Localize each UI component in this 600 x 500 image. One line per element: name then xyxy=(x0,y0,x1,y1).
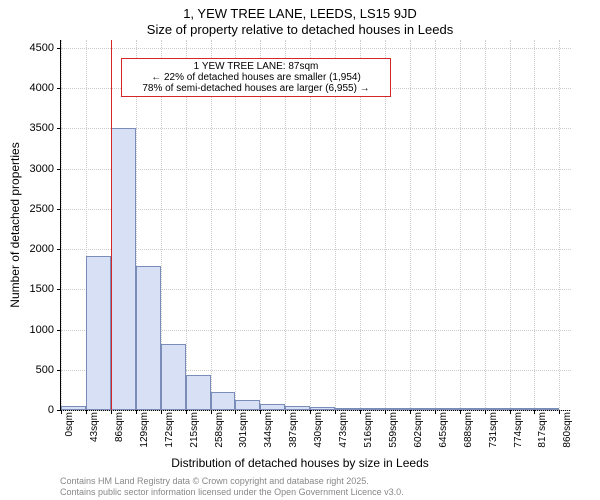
gridline-h xyxy=(61,249,571,250)
chart-container: 1, YEW TREE LANE, LEEDS, LS15 9JD Size o… xyxy=(0,0,600,500)
gridline-v xyxy=(559,40,560,410)
xtick-label: 473sqm xyxy=(338,412,349,448)
ytick-label: 4000 xyxy=(14,82,54,94)
xtick-mark xyxy=(460,410,461,414)
histogram-bar xyxy=(385,408,410,410)
xtick-mark xyxy=(285,410,286,414)
histogram-bar xyxy=(485,408,510,410)
xtick-label: 602sqm xyxy=(413,412,424,448)
xtick-label: 430sqm xyxy=(313,412,324,448)
gridline-v xyxy=(410,40,411,410)
footer-line2: Contains public sector information licen… xyxy=(60,487,404,497)
xtick-label: 860sqm xyxy=(562,412,573,448)
gridline-h xyxy=(61,169,571,170)
xtick-mark xyxy=(385,410,386,414)
gridline-v xyxy=(485,40,486,410)
chart-title-line1: 1, YEW TREE LANE, LEEDS, LS15 9JD xyxy=(0,6,600,21)
ytick-label: 500 xyxy=(14,364,54,376)
xtick-mark xyxy=(260,410,261,414)
xtick-mark xyxy=(235,410,236,414)
histogram-bar xyxy=(211,392,236,410)
gridline-v xyxy=(534,40,535,410)
ytick-label: 1000 xyxy=(14,324,54,336)
gridline-h xyxy=(61,209,571,210)
xtick-mark xyxy=(559,410,560,414)
histogram-bar xyxy=(136,266,161,410)
xtick-label: 0sqm xyxy=(64,412,75,436)
xtick-label: 774sqm xyxy=(513,412,524,448)
xtick-mark xyxy=(186,410,187,414)
gridline-v xyxy=(61,40,62,410)
gridline-h xyxy=(61,48,571,49)
xtick-mark xyxy=(136,410,137,414)
xtick-mark xyxy=(510,410,511,414)
histogram-bar xyxy=(460,408,485,410)
xtick-label: 43sqm xyxy=(89,412,100,442)
histogram-bar xyxy=(285,406,310,410)
histogram-bar xyxy=(310,407,335,410)
xtick-label: 387sqm xyxy=(288,412,299,448)
marker-line xyxy=(111,40,112,410)
gridline-v xyxy=(435,40,436,410)
xtick-mark xyxy=(335,410,336,414)
gridline-h xyxy=(61,128,571,129)
xtick-label: 172sqm xyxy=(164,412,175,448)
xtick-mark xyxy=(111,410,112,414)
histogram-bar xyxy=(534,408,559,410)
ytick-label: 0 xyxy=(14,404,54,416)
annotation-line2: ← 22% of detached houses are smaller (1,… xyxy=(128,72,384,83)
histogram-bar xyxy=(435,408,460,410)
annotation-line1: 1 YEW TREE LANE: 87sqm xyxy=(128,61,384,72)
gridline-h xyxy=(61,410,571,411)
xtick-label: 645sqm xyxy=(438,412,449,448)
footer-line1: Contains HM Land Registry data © Crown c… xyxy=(60,476,369,486)
xtick-label: 344sqm xyxy=(263,412,274,448)
xtick-label: 258sqm xyxy=(214,412,225,448)
xtick-label: 731sqm xyxy=(488,412,499,448)
histogram-bar xyxy=(61,406,86,410)
histogram-bar xyxy=(510,408,535,410)
histogram-bar xyxy=(335,408,360,410)
histogram-bar xyxy=(111,128,136,410)
xtick-mark xyxy=(86,410,87,414)
ytick-label: 1500 xyxy=(14,283,54,295)
ytick-label: 2500 xyxy=(14,203,54,215)
xtick-mark xyxy=(435,410,436,414)
annotation-box: 1 YEW TREE LANE: 87sqm← 22% of detached … xyxy=(121,58,391,97)
histogram-bar xyxy=(86,256,111,410)
histogram-bar xyxy=(235,400,260,410)
annotation-line3: 78% of semi-detached houses are larger (… xyxy=(128,83,384,94)
xtick-label: 688sqm xyxy=(463,412,474,448)
ytick-label: 3000 xyxy=(14,163,54,175)
xtick-mark xyxy=(534,410,535,414)
gridline-v xyxy=(460,40,461,410)
histogram-bar xyxy=(161,344,186,410)
xtick-mark xyxy=(211,410,212,414)
ytick-label: 2000 xyxy=(14,243,54,255)
xtick-label: 817sqm xyxy=(537,412,548,448)
xtick-mark xyxy=(161,410,162,414)
xtick-mark xyxy=(310,410,311,414)
xtick-label: 516sqm xyxy=(363,412,374,448)
xtick-label: 86sqm xyxy=(114,412,125,442)
ytick-label: 3500 xyxy=(14,122,54,134)
x-axis-label: Distribution of detached houses by size … xyxy=(0,456,600,470)
chart-title-line2: Size of property relative to detached ho… xyxy=(0,22,600,37)
gridline-v xyxy=(510,40,511,410)
histogram-bar xyxy=(410,408,435,410)
xtick-label: 129sqm xyxy=(139,412,150,448)
xtick-mark xyxy=(485,410,486,414)
xtick-mark xyxy=(61,410,62,414)
ytick-label: 4500 xyxy=(14,42,54,54)
xtick-mark xyxy=(360,410,361,414)
plot-area: 0sqm43sqm86sqm129sqm172sqm215sqm258sqm30… xyxy=(60,40,571,411)
xtick-mark xyxy=(410,410,411,414)
histogram-bar xyxy=(260,404,285,410)
xtick-label: 301sqm xyxy=(238,412,249,448)
xtick-label: 215sqm xyxy=(189,412,200,448)
histogram-bar xyxy=(360,408,385,410)
xtick-label: 559sqm xyxy=(388,412,399,448)
histogram-bar xyxy=(186,375,211,410)
